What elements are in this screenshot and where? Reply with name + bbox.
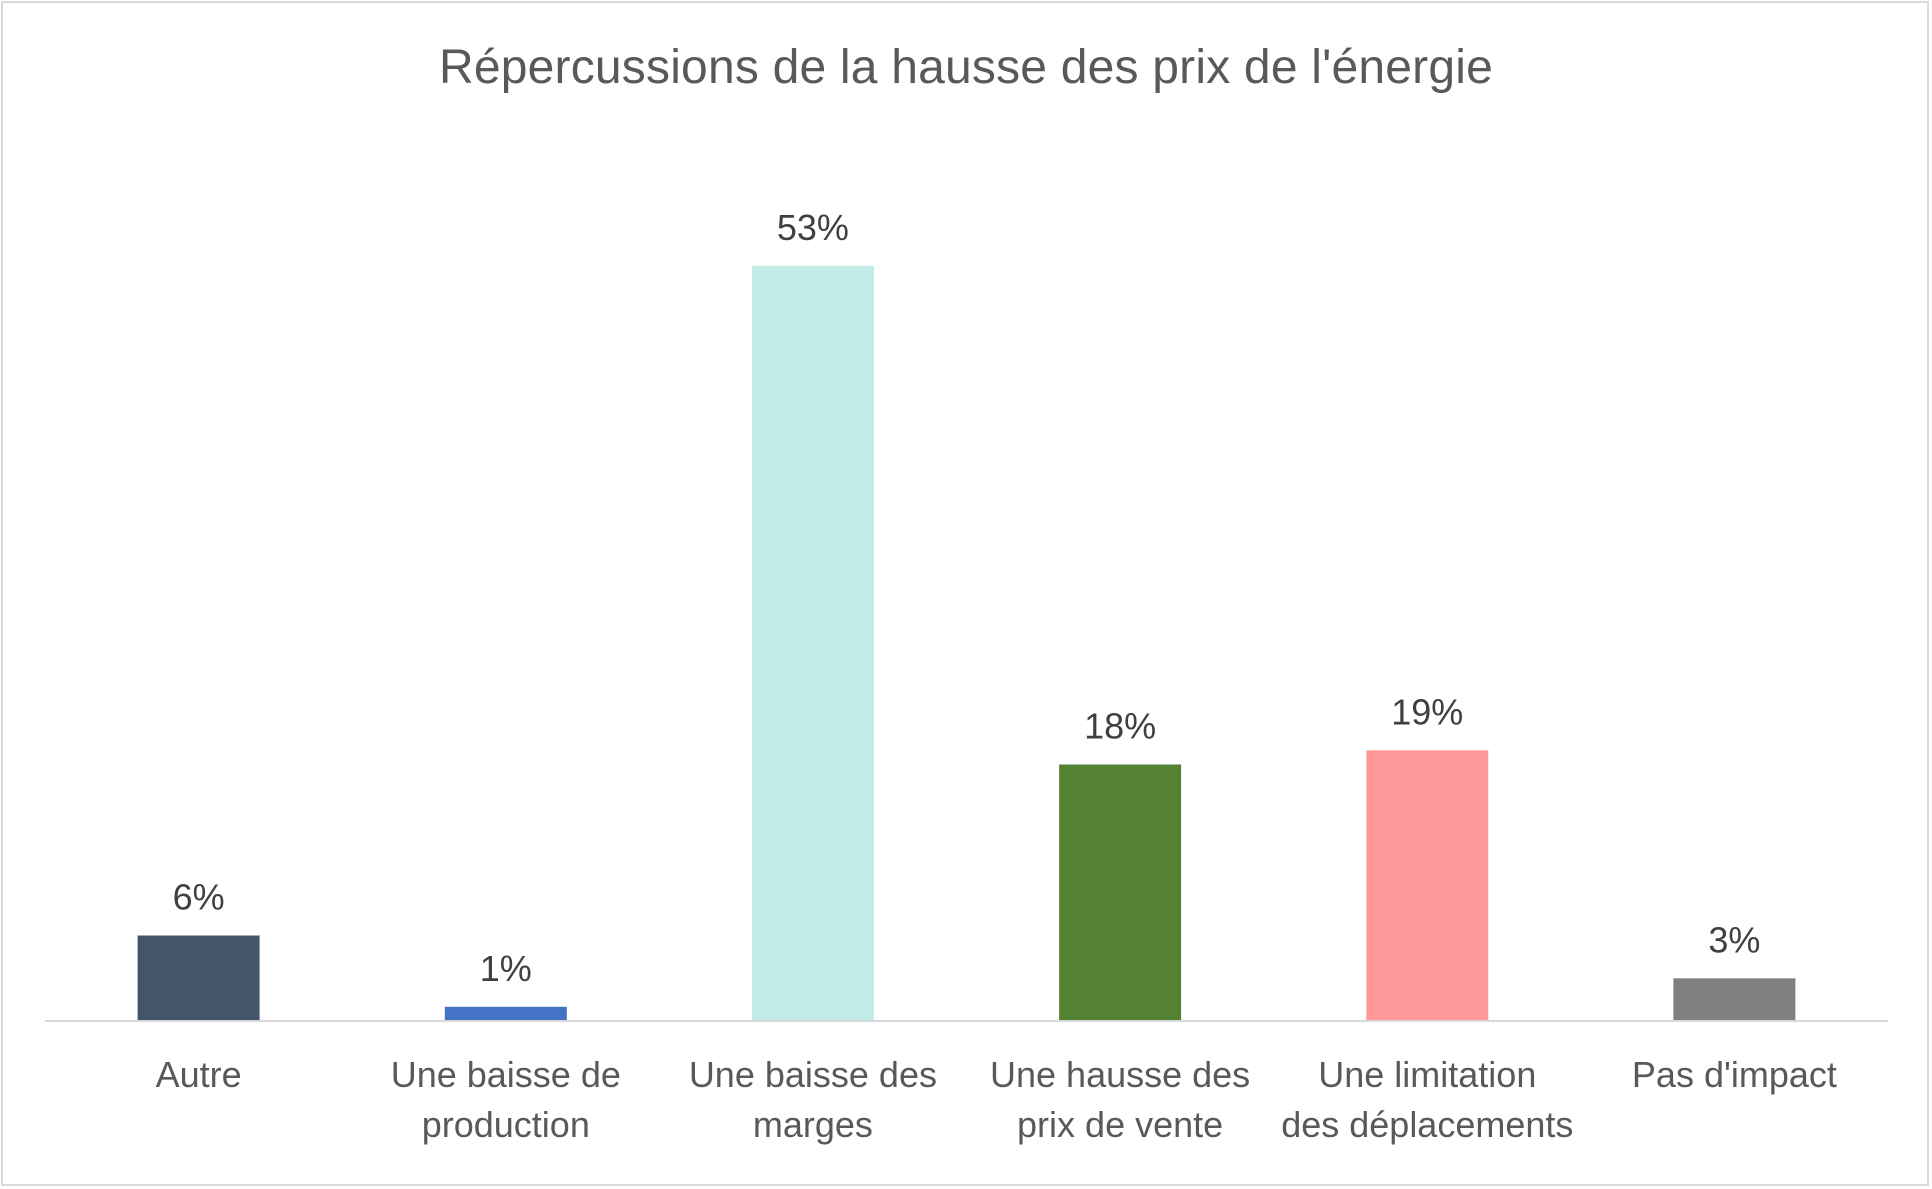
bar-une-limitation-des-deplacements [1366, 750, 1489, 1022]
data-label-pas-d-impact: 3% [1708, 919, 1760, 960]
bar-une-baisse-des-marges [751, 265, 874, 1022]
category-label-une-hausse-des-prix-de-vente-line-2: prix de vente [1017, 1104, 1223, 1145]
bars-group [137, 265, 1796, 1022]
chart-title: Répercussions de la hausse des prix de l… [438, 41, 1494, 94]
category-label-autre: Autre [156, 1054, 242, 1095]
category-label-une-baisse-des-marges-line-1: Une baisse des [689, 1054, 937, 1095]
category-label-une-baisse-des-marges-line-2: marges [753, 1104, 873, 1145]
data-label-une-baisse-des-marges: 53% [777, 207, 849, 248]
category-label-une-baisse-de-production-line-2: production [422, 1104, 590, 1145]
category-labels-group: Autre Une baisse de production Une baisse d… [156, 1054, 1837, 1145]
category-label-une-hausse-des-prix-de-vente-line-1: Une hausse des [990, 1054, 1250, 1095]
data-label-autre: 6% [173, 877, 225, 918]
data-label-une-hausse-des-prix-de-vente: 18% [1084, 706, 1156, 747]
bar-pas-d-impact [1673, 978, 1796, 1022]
bar-autre [137, 935, 260, 1021]
data-label-une-baisse-de-production: 1% [480, 948, 532, 989]
category-label-une-baisse-de-production-line-1: Une baisse de [391, 1054, 621, 1095]
data-labels-group: 6% 1% 53% 18% 19% 3% [173, 207, 1761, 989]
category-label-une-limitation-des-deplacements-line-2: des déplacements [1281, 1104, 1573, 1145]
data-label-une-limitation-des-deplacements: 19% [1391, 691, 1463, 732]
category-label-pas-d-impact: Pas d'impact [1632, 1054, 1837, 1095]
bar-une-hausse-des-prix-de-vente [1059, 764, 1182, 1021]
bar-une-baisse-de-production [444, 1006, 567, 1022]
category-label-une-limitation-des-deplacements-line-1: Une limitation [1318, 1054, 1536, 1095]
